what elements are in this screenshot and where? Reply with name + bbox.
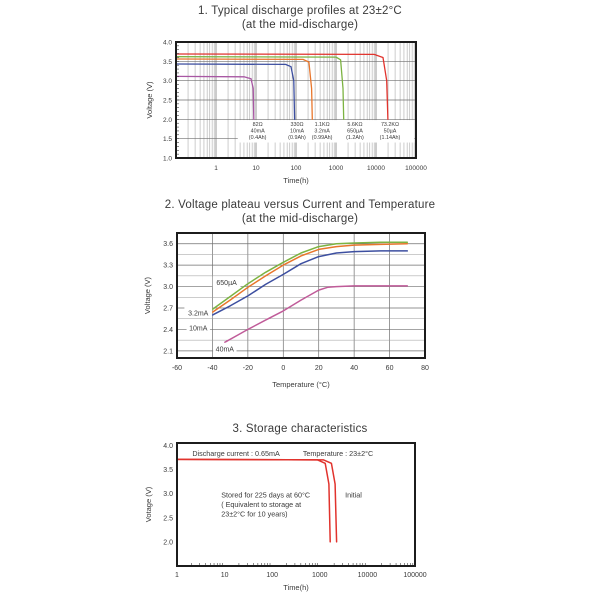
discharge-profiles-label: 50µA	[384, 128, 397, 134]
x-tick-label: 100000	[405, 165, 427, 172]
discharge-profiles-label: (0.9Ah)	[288, 135, 306, 141]
storage-characteristics-annotation: 23±2°C for 10 years)	[221, 510, 287, 519]
x-tick-label: 10	[252, 165, 260, 172]
y-tick-label: 2.7	[163, 306, 173, 313]
storage-characteristics-annotation: Discharge current : 0.65mA	[192, 449, 280, 458]
x-tick-label: 0	[281, 365, 285, 372]
y-tick-label: 3.0	[163, 78, 172, 85]
y-axis-label: Votage (V)	[144, 486, 153, 522]
discharge-profiles-label: 1.1KΩ	[315, 122, 330, 128]
discharge-profiles-series-4	[175, 53, 389, 120]
x-tick-label: 1000	[329, 165, 344, 172]
y-tick-label: 3.5	[163, 467, 173, 474]
y-tick-label: 2.5	[163, 98, 172, 105]
x-tick-label: -40	[207, 365, 217, 372]
chart3-title: 3. Storage characteristics	[232, 423, 368, 435]
voltage-plateau-label: 3.2mA	[188, 311, 209, 318]
y-tick-label: 2.5	[163, 515, 173, 522]
discharge-profiles-label: 3.2mA	[314, 128, 330, 134]
label-box	[186, 322, 210, 334]
chart1-subtitle: (at the mid-discharge)	[241, 18, 359, 31]
x-tick-label: 40	[350, 365, 358, 372]
discharge-profiles-label: 650µA	[347, 128, 363, 134]
discharge-profiles-label: 82Ω	[253, 122, 263, 128]
y-tick-label: 1.5	[163, 136, 172, 143]
plot-border	[176, 232, 426, 359]
label-box	[212, 276, 241, 288]
y-axis-label: Voltage (V)	[145, 81, 154, 119]
y-tick-label: 2.0	[163, 117, 172, 124]
x-tick-label: -60	[172, 365, 182, 372]
y-tick-label: 3.6	[163, 241, 173, 248]
voltage-plateau-label: 40mA	[216, 346, 235, 353]
discharge-profiles-label: 330Ω	[290, 122, 303, 128]
storage-characteristics-annotation: Initial	[345, 491, 362, 500]
discharge-profiles-series-0	[175, 75, 255, 120]
discharge-profiles-label: (0.99Ah)	[312, 135, 333, 141]
x-tick-label: 1	[214, 165, 218, 172]
label-box	[213, 342, 237, 354]
storage-characteristics-series-1	[176, 458, 331, 543]
storage-characteristics-annotation: ( Equivalent to storage at	[221, 500, 301, 509]
discharge-profiles-chart: 82Ω40mA(0.4Ah)330Ω10mA(0.9Ah)1.1KΩ3.2mA(…	[145, 40, 427, 186]
y-tick-label: 3.3	[163, 263, 173, 270]
x-tick-label: 100000	[403, 572, 426, 579]
discharge-profiles-label: (1.2Ah)	[346, 135, 364, 141]
voltage-plateau-series-3	[211, 241, 409, 311]
x-axis-label: Time(h)	[283, 176, 309, 185]
y-tick-label: 2.1	[163, 348, 173, 355]
x-tick-label: 10	[221, 572, 229, 579]
discharge-profiles-series-3	[175, 56, 345, 120]
x-axis-label: Time(h)	[283, 583, 309, 592]
y-tick-label: 4.0	[163, 443, 173, 450]
voltage-plateau-series-1	[211, 250, 409, 316]
x-tick-label: 10000	[367, 165, 385, 172]
x-tick-label: 1000	[312, 572, 328, 579]
y-tick-label: 3.0	[163, 284, 173, 291]
y-tick-label: 2.4	[163, 327, 173, 334]
discharge-profiles-label: 73.2KΩ	[381, 122, 399, 128]
discharge-profiles-series-1	[175, 63, 296, 120]
chart2-title: 2. Voltage plateau versus Current and Te…	[164, 199, 436, 211]
voltage-plateau-label: 10mA	[189, 326, 208, 333]
label-box	[184, 307, 213, 319]
chart2-subtitle: (at the mid-discharge)	[241, 212, 359, 225]
y-tick-label: 2.0	[163, 539, 173, 546]
x-tick-label: 20	[315, 365, 323, 372]
x-tick-label: 60	[386, 365, 394, 372]
voltage-plateau-label: 650µA	[216, 280, 237, 287]
chart2-title-block: 2. Voltage plateau versus Current and Te…	[0, 199, 600, 226]
voltage-plateau-chart: 650µA 3.2mA 10mA 40mA -60 -40 -20 0 20 40 60 80 3.6 3…	[143, 232, 429, 389]
voltage-plateau-series-0	[224, 285, 409, 344]
discharge-profiles-label: 40mA	[251, 128, 265, 134]
storage-characteristics-chart: Discharge current : 0.65mA Temperature : …	[144, 442, 427, 592]
chart3-title-block: 3. Storage characteristics	[0, 423, 600, 437]
chart1-title: 1. Typical discharge profiles at 23±2°C	[198, 5, 402, 17]
x-tick-label: 100	[291, 165, 302, 172]
y-tick-label: 3.5	[163, 59, 172, 66]
y-tick-label: 1.0	[163, 156, 172, 163]
discharge-profiles-label: (0.4Ah)	[249, 135, 267, 141]
x-axis-label: Temperature (°C)	[272, 380, 330, 389]
x-tick-label: 10000	[358, 572, 378, 579]
plot-border	[175, 41, 417, 159]
storage-characteristics-annotation: Stored for 225 days at 60°C	[221, 491, 310, 500]
series-label-band	[237, 120, 415, 143]
chart1-title-block: 1. Typical discharge profiles at 23±2°C …	[0, 5, 600, 32]
discharge-profiles-label: 5.6KΩ	[347, 122, 362, 128]
discharge-profiles-series-2	[175, 58, 313, 120]
y-tick-label: 3.0	[163, 491, 173, 498]
x-tick-label: 1	[175, 572, 179, 579]
plot-border	[176, 442, 416, 567]
discharge-profiles-label: 10mA	[290, 128, 304, 134]
voltage-plateau-series-2	[211, 242, 409, 314]
storage-characteristics-annotation: Temperature : 23±2°C	[303, 449, 373, 458]
discharge-profiles-label: (1.14Ah)	[380, 135, 401, 141]
x-tick-label: 80	[421, 365, 429, 372]
y-tick-label: 4.0	[163, 40, 172, 47]
x-tick-label: -20	[243, 365, 253, 372]
y-axis-label: Voltage (V)	[143, 276, 152, 314]
x-tick-label: 100	[266, 572, 278, 579]
